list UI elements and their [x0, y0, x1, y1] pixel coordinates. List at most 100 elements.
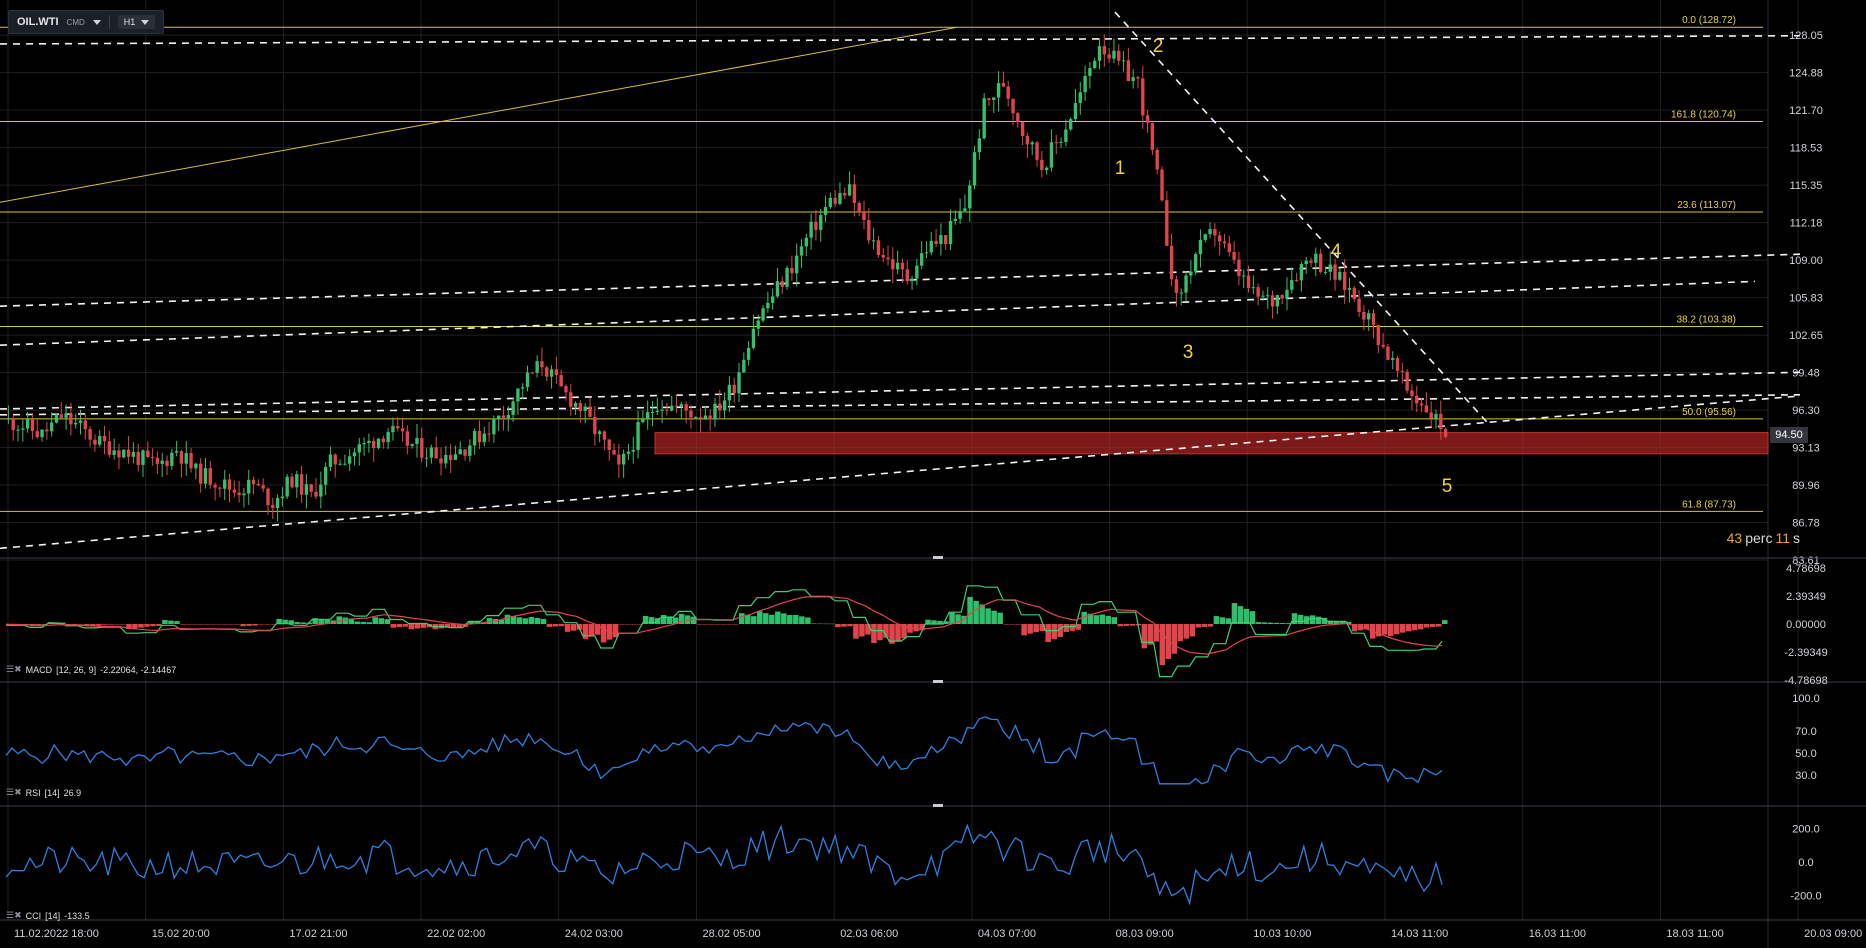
macd-histogram-bar [1423, 624, 1430, 628]
symbol-toolbar[interactable]: OIL.WTI CMD H1 [8, 10, 165, 34]
macd-axis-label: 0.00000 [1786, 619, 1826, 631]
macd-histogram-bar [1417, 624, 1424, 630]
candle-body [492, 418, 496, 435]
candle-body [900, 262, 905, 270]
candle-body [1362, 312, 1366, 320]
macd-histogram-bar [162, 619, 168, 624]
candle-body [1011, 98, 1015, 114]
candle-body [285, 476, 289, 497]
candle-body [271, 505, 275, 509]
candle-body [1064, 129, 1068, 142]
macd-histogram-bar [288, 620, 294, 624]
indicator-settings-icon[interactable]: ☰✖ [6, 664, 22, 674]
time-axis-label: 08.03 09:00 [1116, 928, 1174, 940]
candle-body [1261, 295, 1265, 297]
macd-histogram-bar [907, 624, 913, 633]
symbol-label[interactable]: OIL.WTI [17, 16, 59, 28]
candle-body [1371, 313, 1376, 325]
candle-body [487, 433, 491, 435]
candle-body [194, 463, 198, 469]
countdown-minutes-unit: perc [1745, 530, 1773, 546]
candle-body [237, 492, 241, 496]
macd-histogram-bar [823, 623, 829, 625]
macd-histogram-bar [1255, 622, 1262, 624]
macd-histogram-bar [642, 615, 649, 624]
macd-histogram-bar [138, 624, 144, 628]
macd-histogram-bar [420, 624, 427, 628]
macd-histogram-bar [510, 616, 517, 624]
candle-body [895, 262, 900, 270]
candle-body [468, 445, 472, 456]
macd-histogram-bar [1111, 617, 1118, 624]
candle-body [266, 488, 270, 506]
macd-histogram-bar [1441, 620, 1448, 624]
cci-label[interactable]: ☰✖ CCI [14] -133.5 [6, 910, 90, 921]
indicator-settings-icon[interactable]: ☰✖ [6, 910, 22, 920]
chevron-down-icon[interactable] [92, 19, 101, 25]
rsi-axis-label: 50.0 [1795, 748, 1816, 760]
time-axis-label: 18.03 11:00 [1666, 928, 1723, 940]
candle-body [1242, 275, 1246, 277]
macd-histogram-bar [360, 621, 366, 624]
instrument-type: CMD [66, 17, 85, 27]
candle-body [708, 415, 712, 420]
candle-body [862, 211, 866, 221]
macd-histogram-bar [991, 610, 997, 624]
candle-body [405, 431, 410, 446]
macd-params: [12, 26, 9] [56, 664, 97, 675]
time-axis-label: 28.02 05:00 [703, 928, 761, 940]
macd-histogram-bar [114, 624, 120, 625]
macd-histogram-bar [1351, 624, 1358, 632]
price-axis-label: 112.18 [1790, 218, 1823, 230]
candle-body [434, 447, 438, 459]
candle-body [1068, 119, 1073, 130]
macd-histogram-bar [1051, 624, 1057, 640]
indicator-settings-icon[interactable]: ☰✖ [6, 787, 22, 797]
macd-histogram-bar [739, 613, 745, 624]
macd-label[interactable]: ☰✖ MACD [12, 26, 9] -2.22064, -2.14467 [6, 664, 176, 675]
chevron-down-icon[interactable] [141, 19, 150, 25]
candle-body [530, 372, 535, 374]
candle-body [107, 441, 112, 455]
candle-body [45, 429, 49, 432]
timeframe-selector[interactable]: H1 [117, 15, 156, 29]
rsi-label[interactable]: ☰✖ RSI [14] 26.9 [6, 787, 81, 798]
candle-body [223, 479, 227, 489]
candle-body [977, 138, 982, 153]
candle-body [299, 474, 304, 495]
macd-histogram-bar [534, 618, 541, 624]
time-axis-label: 16.03 11:00 [1529, 928, 1586, 940]
candle-body [612, 449, 616, 455]
candle-body [545, 367, 549, 377]
macd-histogram-bar [1387, 624, 1394, 636]
macd-histogram-bar [456, 624, 463, 628]
candle-body [698, 417, 703, 419]
candle-body [1203, 234, 1207, 240]
macd-histogram-bar [775, 611, 781, 624]
candle-body [1251, 287, 1256, 289]
candle-body [987, 98, 991, 100]
candle-body [1246, 275, 1251, 289]
macd-histogram-bar [1321, 617, 1328, 624]
candle-body [684, 404, 688, 411]
candle-body [881, 254, 885, 258]
macd-histogram-bar [745, 614, 751, 624]
rsi-line [5, 716, 1443, 785]
macd-histogram-bar [216, 624, 222, 625]
candle-body [1150, 122, 1155, 150]
candle-body [477, 430, 482, 443]
candle-body [232, 489, 236, 493]
macd-histogram-bar [336, 616, 342, 624]
candle-body [833, 197, 837, 204]
candle-body [256, 483, 261, 486]
macd-histogram-bar [895, 624, 901, 641]
macd-histogram-bar [943, 621, 949, 624]
candle-body [1198, 239, 1203, 255]
macd-histogram-bar [42, 624, 48, 626]
wave-label: 1 [1115, 158, 1126, 179]
macd-histogram-bar [126, 624, 132, 629]
candle-body [1136, 77, 1140, 79]
macd-histogram-bar [180, 624, 186, 625]
